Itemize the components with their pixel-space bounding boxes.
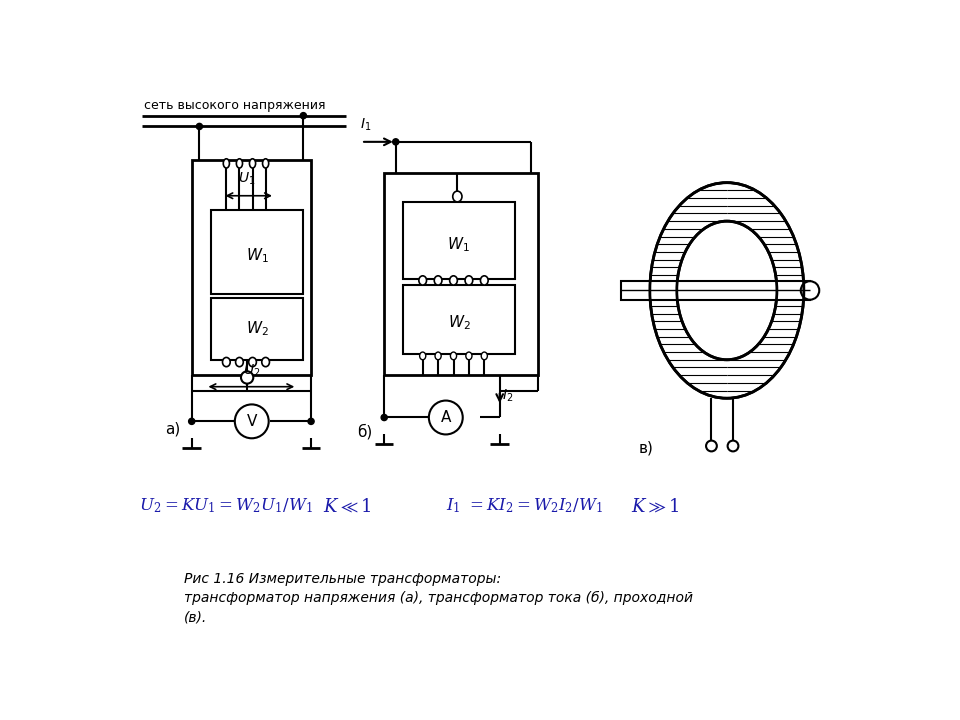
Text: V: V [247,414,257,429]
Ellipse shape [250,159,255,168]
Bar [211,298,303,360]
Ellipse shape [249,357,256,366]
Bar [403,202,516,279]
Text: $W_2$: $W_2$ [447,313,470,332]
Ellipse shape [262,159,269,168]
Circle shape [706,441,717,451]
Circle shape [429,400,463,434]
Circle shape [300,112,306,119]
Circle shape [393,139,398,145]
Ellipse shape [480,276,488,285]
Ellipse shape [449,276,457,285]
Ellipse shape [434,276,442,285]
Text: $K \ll 1$: $K \ll 1$ [323,497,371,515]
Circle shape [728,441,738,451]
Circle shape [235,405,269,438]
Text: $W_2$: $W_2$ [246,320,269,338]
Text: $U_2$: $U_2$ [243,363,260,379]
Ellipse shape [453,191,462,202]
Circle shape [381,415,387,420]
Circle shape [308,418,314,424]
Ellipse shape [465,276,472,285]
Text: A: A [441,410,451,425]
Text: б): б) [357,423,372,439]
Ellipse shape [677,221,777,360]
Ellipse shape [236,159,243,168]
Text: $W_1$: $W_1$ [447,235,470,253]
Bar [192,160,311,375]
Ellipse shape [466,352,472,360]
Circle shape [801,282,819,300]
Ellipse shape [450,352,457,360]
Ellipse shape [435,352,442,360]
Ellipse shape [223,357,230,366]
Bar [621,282,810,300]
Ellipse shape [262,357,270,366]
Bar [384,173,539,375]
Ellipse shape [235,357,243,366]
Text: Рис 1.16 Измерительные трансформаторы:
трансформатор напряжения (а), трансформат: Рис 1.16 Измерительные трансформаторы: т… [184,572,693,625]
Text: $U_2 = KU_1 = W_2U_1/W_1$: $U_2 = KU_1 = W_2U_1/W_1$ [139,497,313,516]
Text: $U_1$: $U_1$ [238,170,256,186]
Ellipse shape [420,352,426,360]
Text: $W_1$: $W_1$ [246,246,269,265]
Ellipse shape [419,276,426,285]
Bar [211,210,303,294]
Bar [403,285,516,354]
Text: $I_1\ = KI_2 = W_2I_2/W_1$: $I_1\ = KI_2 = W_2I_2/W_1$ [445,497,603,516]
Circle shape [188,418,195,424]
Text: $K \gg 1$: $K \gg 1$ [631,497,679,515]
Text: $I_2$: $I_2$ [502,388,514,404]
Circle shape [196,123,203,130]
Text: а): а) [165,421,180,436]
Ellipse shape [224,159,229,168]
Text: в): в) [638,441,653,456]
Text: $I_1$: $I_1$ [360,116,371,132]
Circle shape [241,372,253,384]
Ellipse shape [481,352,488,360]
Text: сеть высокого напряжения: сеть высокого напряжения [144,99,325,112]
